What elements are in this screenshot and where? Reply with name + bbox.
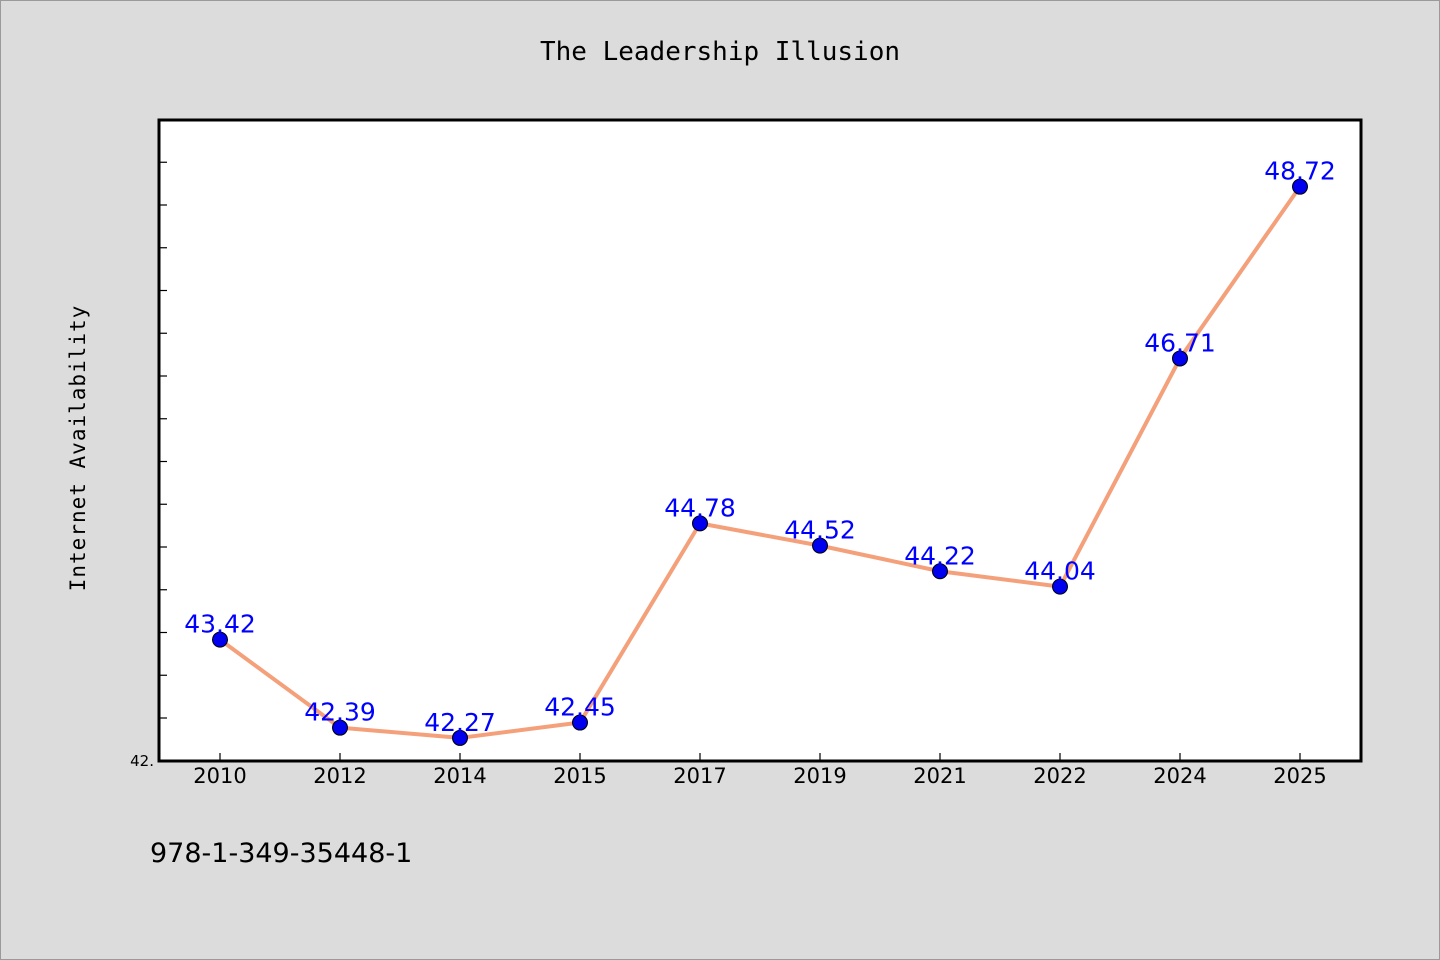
series-line (218, 185, 1302, 740)
data-point-marker (332, 719, 348, 736)
data-point-marker (1292, 178, 1308, 195)
x-axis-ticks (219, 753, 1301, 761)
x-tick-label: 2015 (553, 764, 606, 788)
isbn-footer: 978-1-349-35448-1 (150, 838, 412, 869)
y-axis-label: Internet Availability (66, 305, 90, 592)
data-label: 46.71 (1144, 328, 1216, 357)
data-label: 42.39 (304, 698, 376, 727)
x-tick-label: 2017 (673, 764, 726, 788)
plot-area (157, 118, 1363, 763)
x-tick-label: 2022 (1033, 764, 1086, 788)
x-tick-label: 2012 (313, 764, 366, 788)
data-label-group: 43.42 42.39 42.27 42.45 44.78 44.52 44.22 44.04… (184, 157, 1336, 737)
data-point-marker (932, 563, 948, 580)
marker-group (212, 178, 1308, 746)
x-tick-label: 2025 (1273, 764, 1326, 788)
data-label: 42.45 (544, 693, 616, 722)
x-tick-label: 2014 (433, 764, 486, 788)
data-label: 43.42 (184, 610, 256, 639)
data-label: 48.72 (1264, 157, 1336, 186)
x-tick-label: 2010 (193, 764, 246, 788)
x-tick-label: 2021 (913, 764, 966, 788)
y-tick-label: 42. (130, 752, 154, 770)
data-point-marker (692, 515, 708, 532)
data-label: 44.52 (784, 516, 856, 545)
chart-title: The Leadership Illusion (540, 37, 900, 67)
data-point-marker (1172, 350, 1188, 367)
x-tick-label: 2019 (793, 764, 846, 788)
data-point-marker (212, 631, 228, 648)
data-point-marker (1052, 578, 1068, 595)
data-point-marker (812, 537, 828, 554)
data-label: 44.78 (664, 493, 736, 522)
y-axis-ticks (159, 161, 167, 719)
data-label: 44.22 (904, 541, 976, 570)
data-point-marker (572, 714, 588, 731)
data-label: 42.27 (424, 708, 496, 737)
x-axis-labels: 2010 2012 2014 2015 2017 2019 2021 2022 2024 2025 (193, 764, 1326, 788)
data-label: 44.04 (1024, 557, 1096, 586)
data-point-marker (452, 729, 468, 746)
x-tick-label: 2024 (1153, 764, 1206, 788)
series-line-group (218, 185, 1302, 740)
